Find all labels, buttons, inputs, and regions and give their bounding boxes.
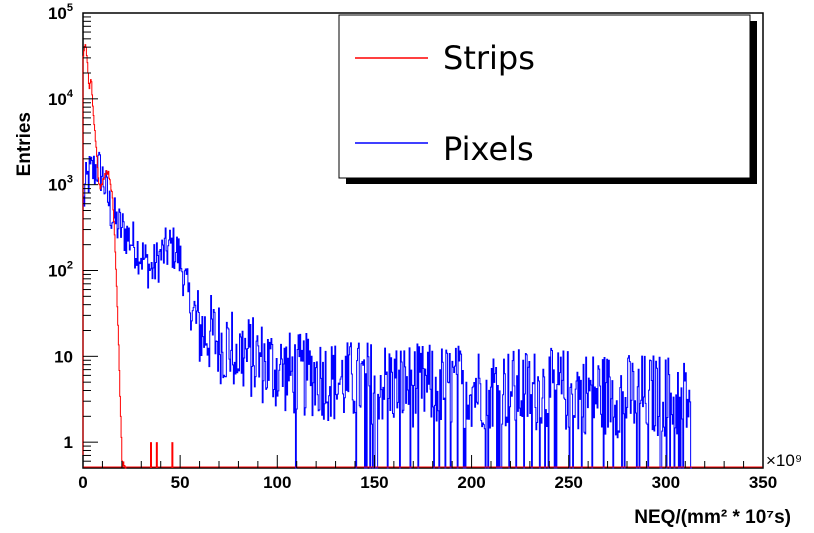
x-tick-label: 0 [78, 473, 87, 492]
y-axis-title: Entries [14, 112, 35, 176]
legend-box [338, 14, 751, 179]
axes-layer: 0 50 100 150 200 250 300 350 1 10 102 103 104 105 [48, 2, 777, 492]
y-tick-label: 105 [48, 2, 73, 23]
x-tick-label: 150 [360, 473, 388, 492]
series-strips-line [82, 44, 127, 469]
y-tick-label: 1 [64, 433, 73, 452]
y-tick-label: 103 [48, 174, 73, 195]
legend: Strips Pixels [338, 14, 757, 184]
x-axis-title: NEQ/(mm² * 10⁷s) [634, 507, 791, 528]
y-tick-label: 104 [48, 88, 74, 109]
x-tick-label: 350 [749, 473, 777, 492]
legend-label-strips: Strips [443, 39, 535, 77]
y-tick-label: 102 [48, 259, 73, 280]
series-layer [82, 44, 763, 469]
x-tick-label: 100 [263, 473, 291, 492]
y-tick-label: 10 [54, 347, 73, 366]
legend-label-pixels: Pixels [443, 130, 534, 168]
x-scale-factor: ×10⁹ [766, 451, 802, 470]
x-tick-label: 200 [457, 473, 485, 492]
x-tick-label: 250 [555, 473, 583, 492]
x-tick-label: 300 [652, 473, 680, 492]
x-tick-label: 50 [171, 473, 190, 492]
series-pixels-line [82, 151, 692, 469]
